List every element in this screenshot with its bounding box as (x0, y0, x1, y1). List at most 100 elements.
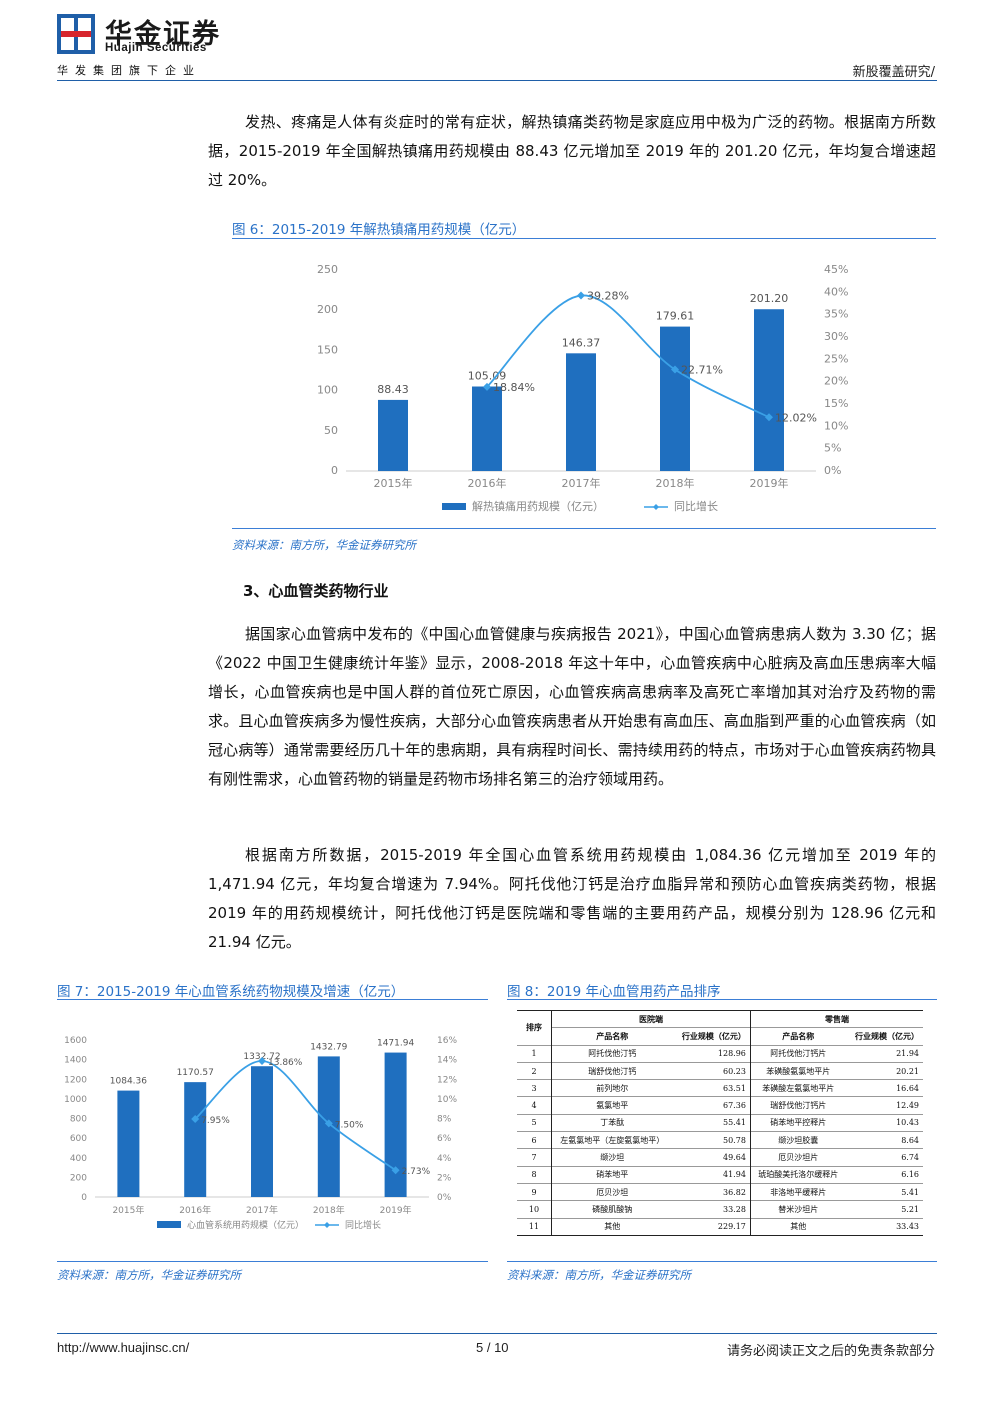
x-tick-label: 2017年 (562, 476, 601, 490)
hospital-scale-cell: 41.94 (672, 1165, 751, 1184)
bar-value-label: 105.09 (468, 370, 507, 383)
growth-point (191, 1114, 200, 1123)
y-tick-label: 0 (81, 1193, 87, 1203)
hospital-scale-cell: 49.64 (672, 1148, 751, 1167)
hospital-product-cell: 左氨氯地平（左旋氨氯地平） (551, 1131, 673, 1149)
header-hospital: 医院端 (551, 1009, 751, 1028)
legend-line-label: 同比增长 (674, 499, 718, 513)
figure-6-bottom-rule (232, 528, 936, 529)
figure-6-source: 资料来源：南方所，华金证券研究所 (232, 538, 416, 552)
y-tick-label: 50 (324, 424, 338, 437)
growth-point (483, 382, 491, 391)
paragraph-cardio-scale: 根据南方所数据，2015-2019 年全国心血管系统用药规模由 1,084.36… (208, 846, 936, 951)
y2-tick-label: 10% (824, 419, 848, 432)
retail-scale-cell: 16.64 (845, 1079, 923, 1097)
hospital-product-cell: 前列地尔 (551, 1079, 673, 1097)
paragraph-cardio-overview: 据国家心血管病中发布的《中国心血管健康与疾病报告 2021》，中国心血管病患病人… (208, 625, 936, 788)
bar (754, 309, 784, 471)
growth-value-label: 18.84% (493, 381, 535, 394)
rank-cell: 4 (517, 1096, 552, 1115)
page-number: 5 / 10 (476, 1340, 509, 1355)
y2-tick-label: 30% (824, 330, 848, 343)
bar-value-label: 1471.94 (377, 1039, 414, 1049)
bar (184, 1082, 207, 1197)
brand-subtitle: 华发集团旗下企业 (57, 64, 201, 77)
y-tick-label: 600 (70, 1134, 87, 1144)
bar-value-label: 179.61 (656, 310, 695, 323)
header-retail-product: 产品名称 (749, 1027, 846, 1046)
hospital-product-cell: 氨氯地平 (551, 1096, 673, 1115)
hospital-scale-cell: 67.36 (672, 1096, 751, 1115)
hospital-scale-cell: 33.28 (672, 1200, 751, 1219)
table-subheader-row: 产品名称 行业规模（亿元） 产品名称 行业规模（亿元） (517, 1027, 923, 1046)
y2-tick-label: 35% (824, 308, 848, 321)
report-section-label: 新股覆盖研究/ (852, 65, 935, 80)
y2-tick-label: 2% (437, 1173, 452, 1183)
hospital-product-cell: 其他 (551, 1217, 673, 1236)
table-row: 7 缬沙坦 49.64 厄贝沙坦片 6.74 (517, 1148, 923, 1167)
figure-8-source: 资料来源：南方所，华金证券研究所 (507, 1268, 691, 1282)
y2-tick-label: 14% (437, 1056, 457, 1066)
x-tick-label: 2016年 (179, 1204, 211, 1216)
growth-value-label: 39.28% (587, 290, 629, 303)
hospital-scale-cell: 229.17 (672, 1217, 751, 1236)
hospital-product-cell: 丁苯酞 (551, 1113, 673, 1132)
growth-point (391, 1166, 400, 1175)
retail-scale-cell: 21.94 (845, 1044, 923, 1063)
hospital-scale-cell: 60.23 (672, 1061, 751, 1080)
retail-product-cell: 替米沙坦片 (749, 1200, 846, 1219)
header-hospital-product: 产品名称 (551, 1027, 673, 1046)
retail-product-cell: 阿托伐他汀钙片 (749, 1044, 846, 1063)
y2-tick-label: 12% (437, 1075, 457, 1085)
y-tick-label: 1200 (64, 1075, 87, 1085)
y2-tick-label: 25% (824, 352, 848, 365)
retail-scale-cell: 33.43 (845, 1217, 923, 1236)
rank-cell: 3 (517, 1079, 552, 1097)
y-tick-label: 1000 (64, 1095, 87, 1105)
bar-value-label: 1432.79 (310, 1042, 347, 1052)
figure-8-title: 图 8：2019 年心血管用药产品排序 (507, 984, 721, 1000)
figure-7-title: 图 7：2015-2019 年心血管系统药物规模及增速（亿元） (57, 984, 405, 1000)
table-row: 8 硝苯地平 41.94 琥珀酸美托洛尔缓释片 6.16 (517, 1165, 923, 1184)
bar-value-label: 88.43 (377, 383, 409, 396)
rank-cell: 5 (517, 1113, 552, 1132)
figure-7-bottom-rule (57, 1261, 488, 1262)
footer-url-link[interactable]: http://www.huajinsc.cn/ (57, 1340, 190, 1355)
retail-scale-cell: 6.74 (845, 1148, 923, 1167)
hospital-product-cell: 厄贝沙坦 (551, 1182, 673, 1201)
table-header-row: 排序 医院端 零售端 (517, 1009, 923, 1046)
growth-value-label: 7.50% (335, 1120, 364, 1130)
rank-cell: 1 (517, 1044, 552, 1063)
bar (472, 386, 502, 471)
table-row: 10 磷酸肌酸钠 33.28 替米沙坦片 5.21 (517, 1200, 923, 1219)
table-row: 6 左氨氯地平（左旋氨氯地平） 50.78 缬沙坦胶囊 8.64 (517, 1131, 923, 1149)
table-row: 2 瑞舒伐他汀钙 60.23 苯磺酸氨氯地平片 20.21 (517, 1061, 923, 1080)
hospital-scale-cell: 55.41 (672, 1113, 751, 1132)
y2-tick-label: 4% (437, 1154, 452, 1164)
legend-line-label: 同比增长 (345, 1219, 381, 1231)
retail-scale-cell: 20.21 (845, 1061, 923, 1080)
retail-product-cell: 厄贝沙坦片 (749, 1148, 846, 1167)
retail-product-cell: 缬沙坦胶囊 (749, 1131, 846, 1149)
figure-8-bottom-rule (507, 1261, 937, 1262)
hospital-product-cell: 磷酸肌酸钠 (551, 1200, 673, 1219)
figure-6-title: 图 6：2015-2019 年解热镇痛用药规模（亿元） (232, 222, 526, 238)
hospital-scale-cell: 128.96 (672, 1044, 751, 1063)
rank-cell: 8 (517, 1165, 552, 1184)
y2-tick-label: 16% (437, 1036, 457, 1046)
disclaimer-note: 请务必阅读正文之后的免责条款部分 (726, 1344, 935, 1359)
table-row: 4 氨氯地平 67.36 瑞舒伐他汀钙片 12.49 (517, 1096, 923, 1115)
hospital-product-cell: 阿托伐他汀钙 (551, 1044, 673, 1063)
retail-product-cell: 苯磺酸氨氯地平片 (749, 1061, 846, 1080)
retail-product-cell: 硝苯地平控释片 (749, 1113, 846, 1132)
x-tick-label: 2017年 (246, 1204, 278, 1216)
huajin-logo-icon (57, 14, 95, 54)
header-rank: 排序 (517, 1010, 552, 1046)
y2-tick-label: 20% (824, 375, 848, 388)
paragraph-analgesic: 发热、疼痛是人体有炎症时的常有症状，解热镇痛类药物是家庭应用中极为广泛的药物。根… (208, 113, 936, 189)
y-tick-label: 1400 (64, 1056, 87, 1066)
bar-value-label: 1170.57 (177, 1068, 214, 1078)
rank-cell: 7 (517, 1148, 552, 1167)
bar (660, 326, 690, 471)
rank-cell: 6 (517, 1131, 552, 1149)
